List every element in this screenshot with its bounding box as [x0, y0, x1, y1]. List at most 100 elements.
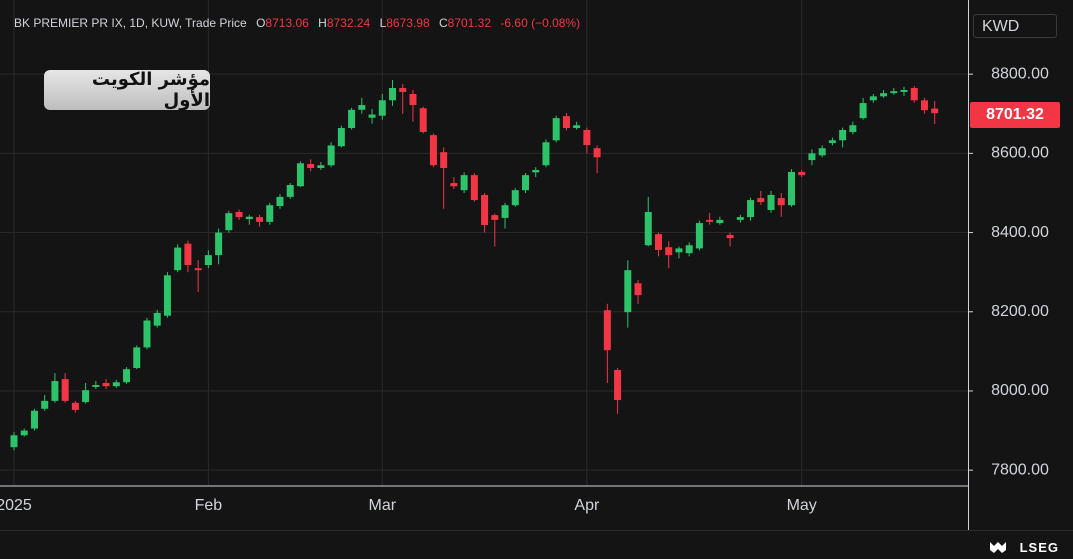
candle-body [10, 435, 18, 448]
candle-body [153, 312, 161, 326]
candle-body [818, 148, 826, 156]
annotation: مؤشر الكويت الأول [44, 69, 210, 111]
candle-body [634, 283, 642, 296]
candle-body [685, 245, 693, 254]
y-tick-label: 7800.00 [991, 461, 1049, 478]
y-tick-label: 8000.00 [991, 382, 1049, 399]
candle-body [174, 247, 182, 271]
candle-body [276, 196, 284, 207]
candle-body [522, 175, 529, 191]
candle-body [378, 100, 386, 116]
candle-body [890, 91, 898, 94]
source-logo [990, 542, 1006, 553]
close-value: 8701.32 [447, 16, 492, 30]
candle-body [757, 198, 765, 203]
currency-button[interactable]: KWD [973, 14, 1057, 38]
candle-body [163, 275, 171, 316]
candle-body [931, 108, 939, 114]
candle-body [501, 205, 509, 218]
candle-body [603, 310, 611, 351]
candle-body [900, 89, 908, 92]
y-tick-label: 8400.00 [991, 224, 1049, 241]
candle-body [112, 382, 120, 387]
y-tick-label: 8800.00 [991, 65, 1049, 82]
candle-body [481, 194, 489, 226]
candle-body [562, 116, 570, 129]
open-label: O [256, 16, 266, 30]
source: LSEG [1019, 540, 1059, 555]
header: BK PREMIER PR IX, 1D, KUW, Trade Price O… [14, 16, 580, 30]
candle-body [225, 213, 233, 231]
candle-body [470, 175, 478, 201]
candle-body [71, 402, 79, 410]
candle-body [399, 88, 407, 92]
candle-body [82, 390, 90, 403]
open-value: 8713.06 [265, 16, 309, 30]
candle-body [419, 108, 427, 132]
candle-body [368, 114, 376, 118]
candle-body [614, 369, 622, 401]
candle-body [644, 211, 652, 246]
candle-body [542, 142, 550, 166]
candle-body [337, 128, 345, 147]
candle-body [358, 105, 366, 110]
candle-body [767, 194, 775, 210]
candle-body [675, 248, 683, 253]
candle-body [235, 211, 243, 218]
candle-body [573, 125, 581, 129]
x-tick-label: Feb [195, 497, 223, 514]
candle-body [859, 103, 867, 119]
candle-body [869, 96, 877, 101]
candle-body [296, 163, 304, 187]
candle-body [747, 200, 755, 218]
x-tick-label: Apr [574, 497, 600, 514]
x-tick-label: Mar [368, 497, 396, 514]
candle-body [133, 347, 141, 368]
candle-body [726, 234, 734, 239]
low-value: 8673.98 [386, 16, 430, 30]
candle-body [552, 118, 560, 141]
candle-body [51, 381, 59, 401]
candle-body [204, 255, 212, 266]
candle-body [123, 369, 131, 383]
candle-body [194, 268, 202, 271]
candle-body [593, 148, 601, 158]
candle-body [511, 190, 519, 206]
candle-body [30, 410, 38, 429]
symbol-title: BK PREMIER PR IX, 1D, KUW, Trade Price [14, 16, 247, 30]
candle-body [695, 223, 703, 249]
candle-body [286, 185, 294, 197]
candle-body [849, 125, 857, 132]
candle-body [798, 171, 806, 176]
candle-body [429, 135, 437, 166]
candle-body [828, 140, 836, 144]
candle-body [777, 198, 785, 206]
candle-body [317, 165, 325, 169]
candle-body [808, 153, 816, 161]
candle-body [266, 205, 274, 222]
x-tick-label: 2025 [0, 497, 32, 514]
change: -6.60 (−0.08%) [500, 16, 581, 30]
candle-body [880, 93, 888, 97]
candle-body [654, 234, 662, 250]
candle-body [460, 175, 468, 191]
candle-body [716, 219, 724, 224]
candle-body [143, 320, 151, 348]
close-label: C [438, 16, 448, 30]
candle-body [665, 247, 673, 256]
plot-area [0, 0, 968, 486]
candle-body [256, 217, 264, 222]
last-price-label: 8701.32 [970, 102, 1060, 128]
candle-body [787, 171, 795, 206]
y-tick-label: 8600.00 [991, 145, 1049, 162]
candle-body [245, 216, 253, 220]
candle-body [184, 243, 192, 266]
y-tick-label: 8200.00 [991, 303, 1049, 320]
candle-body [450, 183, 458, 187]
candle-body [920, 100, 928, 111]
candle-body [61, 379, 69, 401]
candle-body [327, 145, 335, 166]
candle-body [92, 385, 100, 387]
candle-body [215, 232, 223, 256]
